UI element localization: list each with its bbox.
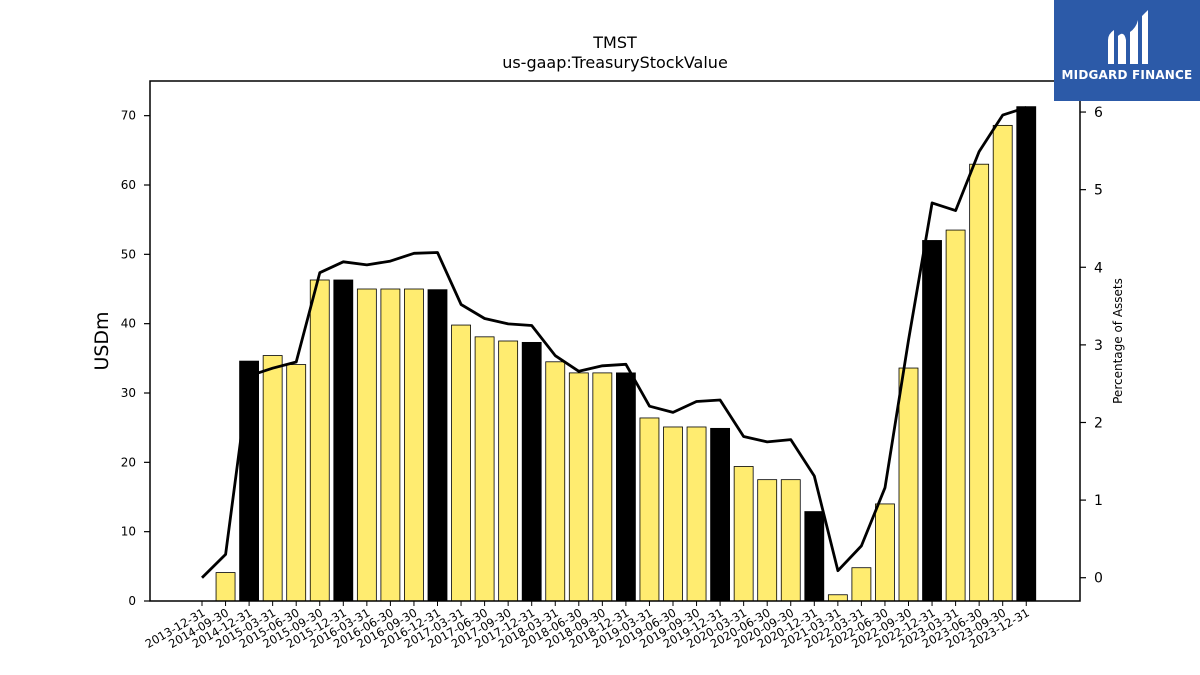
bar xyxy=(710,427,730,602)
bar xyxy=(992,124,1013,602)
chart-title: TMST xyxy=(592,33,637,52)
bar xyxy=(1016,106,1037,602)
bar xyxy=(380,288,401,602)
logo-mark-icon xyxy=(1108,10,1148,64)
bar xyxy=(898,367,919,602)
y2-tick-label: 5 xyxy=(1094,183,1103,199)
y2-tick-label: 0 xyxy=(1094,571,1103,587)
bar xyxy=(945,229,966,602)
bar xyxy=(875,503,895,602)
bar xyxy=(969,163,990,602)
y-axis: 0 10 20 30 40 50 60 70 xyxy=(121,109,150,608)
y2-axis: 0 1 2 3 4 5 6 xyxy=(1080,105,1103,587)
bar xyxy=(498,340,519,602)
y-tick-label: 20 xyxy=(121,455,136,469)
bar xyxy=(286,364,307,602)
bar xyxy=(215,572,236,602)
y2-axis-label: Percentage of Assets xyxy=(1111,278,1125,404)
y-tick-label: 60 xyxy=(121,178,136,192)
bar xyxy=(757,479,778,602)
chart-subtitle: us-gaap:TreasuryStockValue xyxy=(502,53,728,72)
bar xyxy=(474,336,495,602)
bar xyxy=(663,426,683,602)
bar-series xyxy=(215,106,1037,602)
bar xyxy=(733,466,754,602)
x-axis: 2013-12-312014-09-302014-12-312015-03-31… xyxy=(143,601,1032,651)
bar xyxy=(780,479,801,602)
bar xyxy=(568,372,589,602)
bar xyxy=(404,288,424,602)
bar xyxy=(804,511,825,602)
y2-tick-label: 6 xyxy=(1094,105,1103,121)
y-tick-label: 40 xyxy=(121,317,136,331)
y-tick-label: 10 xyxy=(121,525,136,539)
bar xyxy=(592,372,613,602)
y-axis-label: USDm xyxy=(91,311,113,370)
y-tick-label: 50 xyxy=(121,247,136,261)
y-tick-label: 30 xyxy=(121,386,136,400)
bar xyxy=(851,567,872,602)
bar xyxy=(356,288,377,602)
bar xyxy=(922,240,942,602)
y2-tick-label: 3 xyxy=(1094,338,1103,354)
line-path xyxy=(201,106,1027,579)
bar xyxy=(427,289,448,602)
y-tick-label: 70 xyxy=(121,109,136,123)
bar xyxy=(262,355,283,602)
line-series xyxy=(201,106,1027,579)
brand-name: MIDGARD FINANCE xyxy=(1061,68,1193,82)
brand-logo: MIDGARD FINANCE xyxy=(1054,0,1200,101)
bar xyxy=(639,417,660,602)
y2-tick-label: 4 xyxy=(1094,260,1103,276)
y2-tick-label: 1 xyxy=(1094,493,1103,509)
bar xyxy=(545,361,566,602)
bar xyxy=(827,594,848,602)
bar xyxy=(616,372,636,602)
bar xyxy=(309,279,330,602)
bar xyxy=(521,341,542,602)
bar xyxy=(686,426,707,602)
bar xyxy=(239,360,260,602)
bar xyxy=(333,279,354,602)
plot-frame xyxy=(149,80,1081,602)
y2-tick-label: 2 xyxy=(1094,415,1103,431)
bar xyxy=(451,324,471,602)
y-tick-label: 0 xyxy=(128,594,136,608)
